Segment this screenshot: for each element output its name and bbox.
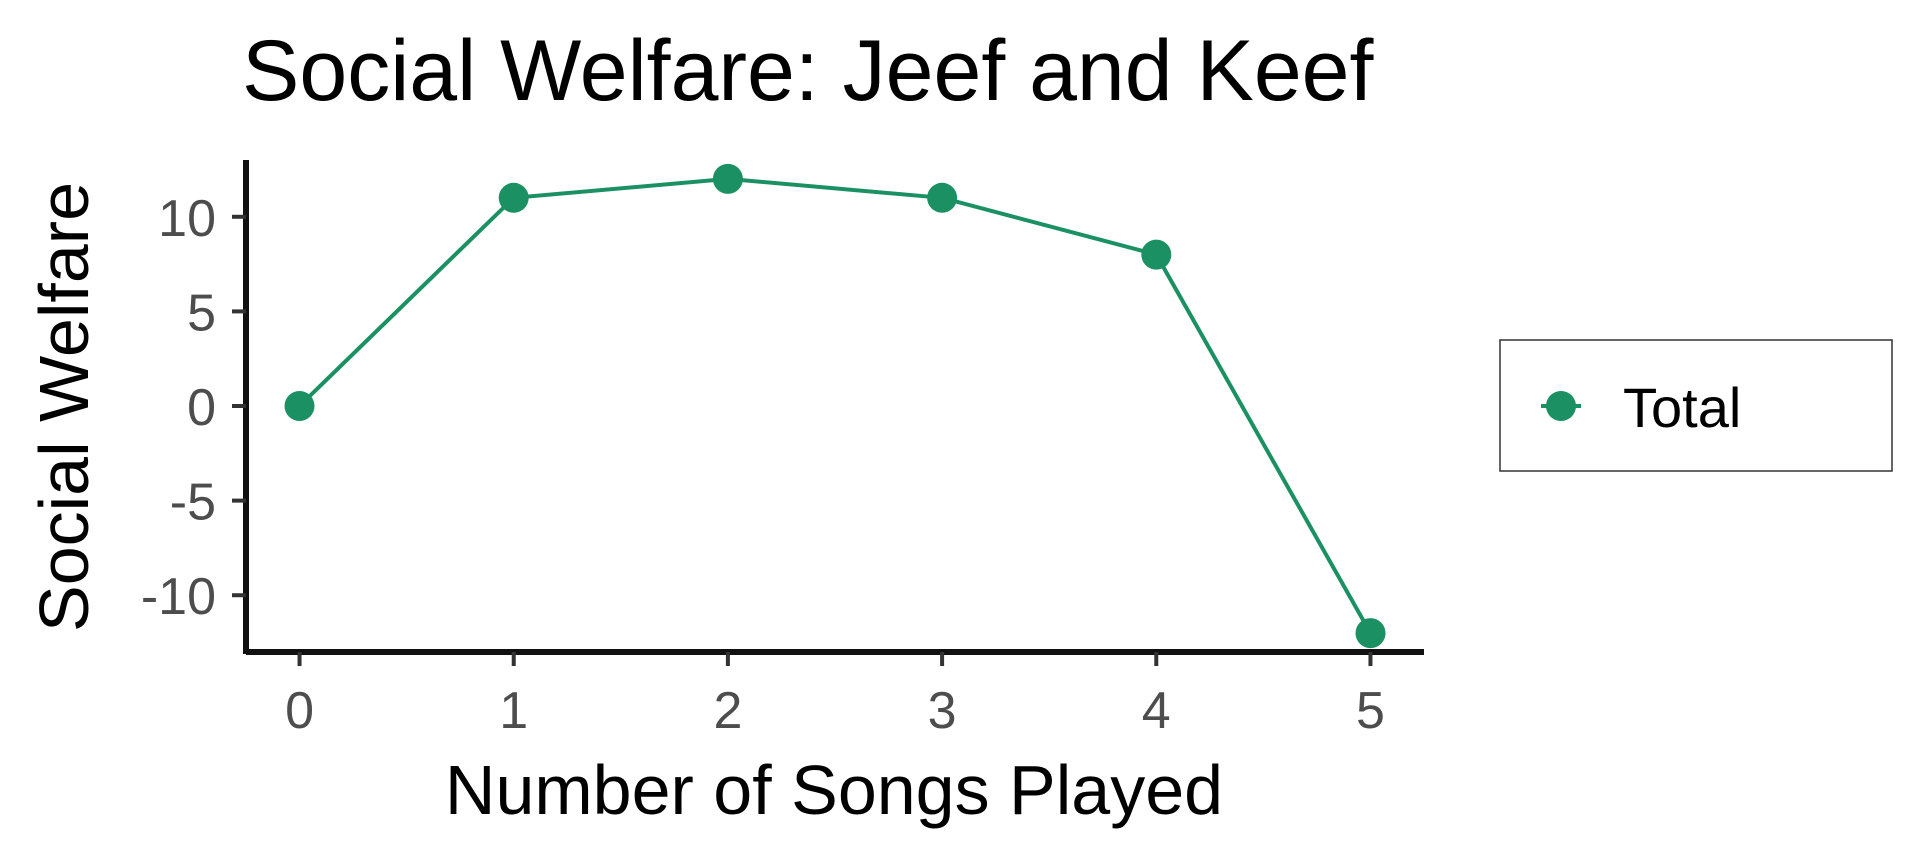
legend-swatch-point: [1546, 391, 1576, 421]
series-line: [298, 176, 1373, 635]
legend: Total: [1499, 339, 1893, 472]
y-tick-label: 5: [187, 284, 216, 342]
chart-title: Social Welfare: Jeef and Keef: [242, 23, 1375, 119]
x-tick-label: 0: [285, 682, 314, 740]
x-ticks: 0 1 2 3 4 5: [285, 652, 1385, 740]
x-tick-label: 3: [928, 682, 957, 740]
plot-area: [284, 163, 1386, 649]
y-ticks: -10 -5 0 5 10: [141, 190, 246, 626]
y-tick-label: -5: [170, 474, 216, 532]
x-tick-label: 1: [499, 682, 528, 740]
legend-label: Total: [1623, 376, 1741, 439]
x-axis-label: Number of Songs Played: [445, 751, 1223, 829]
y-tick-label: -10: [141, 568, 216, 626]
data-point: [284, 391, 315, 421]
y-axis-label: Social Welfare: [25, 182, 103, 632]
data-point: [498, 182, 529, 213]
data-point: [1355, 618, 1386, 649]
data-point: [927, 182, 958, 213]
data-point: [712, 163, 743, 194]
x-tick-label: 2: [713, 682, 742, 740]
y-tick-label: 0: [187, 379, 216, 437]
y-tick-label: 10: [158, 190, 216, 248]
data-point: [1141, 239, 1172, 270]
x-tick-label: 5: [1356, 682, 1385, 740]
x-tick-label: 4: [1142, 682, 1171, 740]
